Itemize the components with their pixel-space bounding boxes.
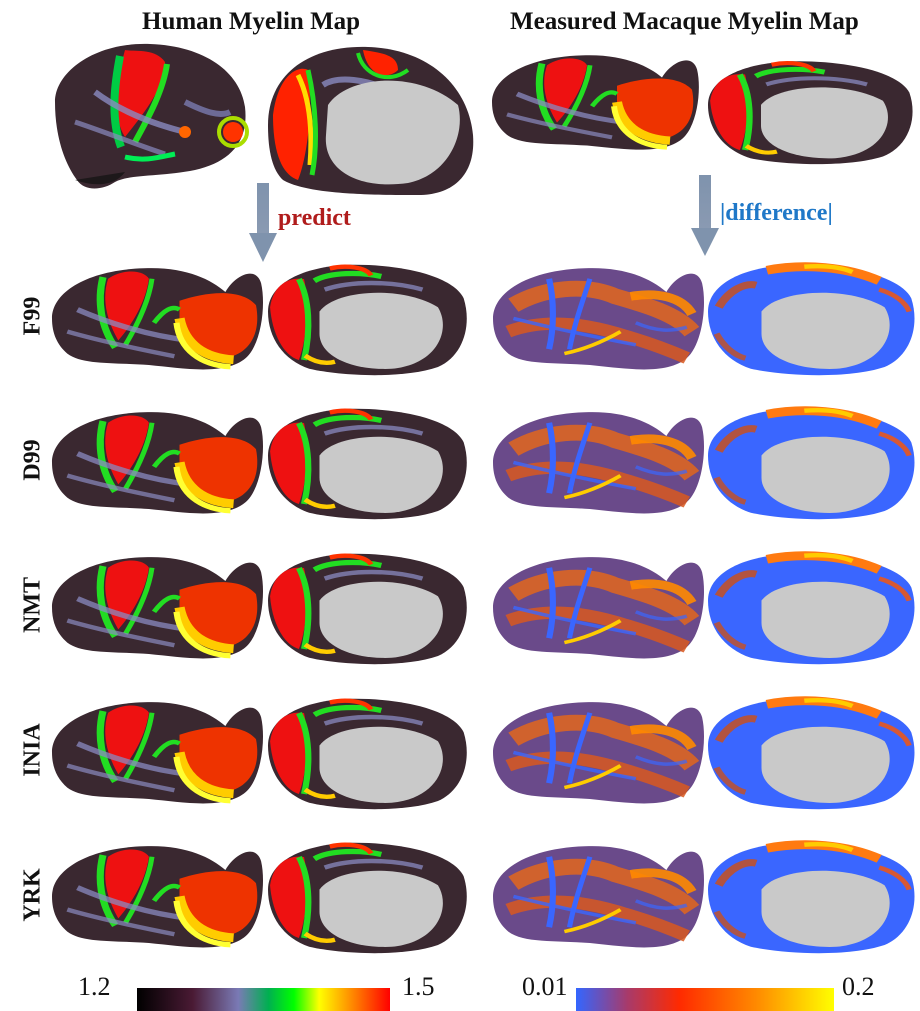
predicted-medial-nmt <box>268 554 467 664</box>
predicted-medial-f99 <box>268 265 467 375</box>
difference-medial-nmt <box>708 554 914 664</box>
row-label-yrk: YRK <box>19 868 46 922</box>
difference-medial-d99 <box>708 409 914 519</box>
human-myelin-map-title: Human Myelin Map <box>142 8 361 35</box>
difference-lateral-f99 <box>493 268 704 369</box>
measured-macaque-myelin-map <box>492 55 913 164</box>
difference-medial-yrk <box>708 843 914 953</box>
predicted-maps-grid <box>52 265 914 953</box>
measured-macaque-lateral-surface <box>492 55 699 149</box>
myelin-colorbar <box>137 988 390 1011</box>
difference-medial-f99 <box>708 265 914 375</box>
myelin-colorbar-min: 1.2 <box>78 972 111 1001</box>
human-lateral-surface <box>55 44 247 189</box>
predicted-medial-inia <box>268 699 467 809</box>
difference-colorbar-min: 0.01 <box>522 972 568 1001</box>
predicted-lateral-nmt <box>52 557 263 658</box>
human-myelin-map <box>55 44 473 195</box>
row-label-nmt: NMT <box>19 577 46 633</box>
row-label-f99: F99 <box>19 296 46 336</box>
row-inia <box>52 699 914 809</box>
predicted-lateral-d99 <box>52 412 263 513</box>
difference-label: |difference| <box>720 200 833 226</box>
difference-lateral-nmt <box>493 557 704 658</box>
measured-macaque-myelin-map-title: Measured Macaque Myelin Map <box>510 8 859 35</box>
measured-macaque-medial-surface <box>708 61 913 164</box>
predicted-medial-d99 <box>268 409 467 519</box>
myelin-colorbar-max: 1.5 <box>402 972 435 1001</box>
human-medial-surface <box>268 47 473 195</box>
predicted-lateral-f99 <box>52 268 263 369</box>
row-f99 <box>52 265 914 375</box>
row-label-d99: D99 <box>19 439 46 481</box>
difference-colorbar-max: 0.2 <box>842 972 875 1001</box>
row-nmt <box>52 554 914 664</box>
difference-lateral-yrk <box>493 846 704 947</box>
difference-lateral-d99 <box>493 412 704 513</box>
predicted-lateral-inia <box>52 702 263 803</box>
predicted-lateral-yrk <box>52 846 263 947</box>
difference-lateral-inia <box>493 702 704 803</box>
difference-colorbar <box>576 988 834 1011</box>
row-yrk <box>52 843 914 953</box>
predict-label: predict <box>278 205 351 231</box>
row-d99 <box>52 409 914 519</box>
predicted-medial-yrk <box>268 843 467 953</box>
difference-arrow <box>691 175 719 256</box>
row-label-inia: INIA <box>19 723 46 777</box>
predict-arrow <box>249 183 277 262</box>
difference-medial-inia <box>708 699 914 809</box>
